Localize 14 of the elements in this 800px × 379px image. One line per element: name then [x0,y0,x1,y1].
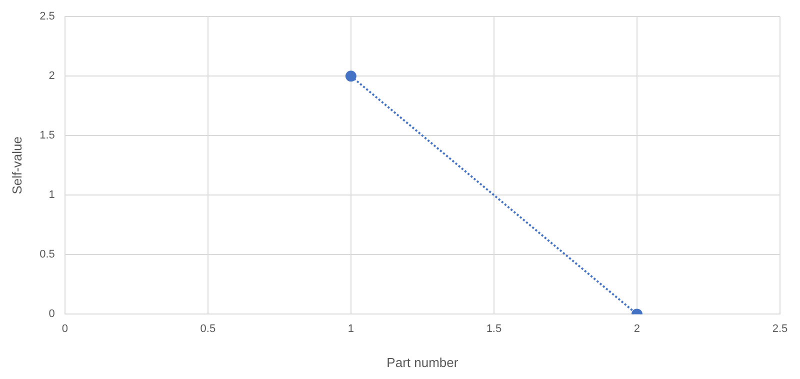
x-tick-label: 0.5 [200,322,216,335]
y-tick-label: 2.5 [40,10,55,23]
y-tick-label: 0.5 [40,248,55,261]
x-tick-label: 0 [62,322,68,335]
x-tick-label: 1.5 [486,322,502,335]
y-tick-label: 0 [48,308,55,320]
y-tick-label: 2 [48,70,55,82]
x-tick-label: 1 [348,322,354,335]
x-tick-label: 2.5 [772,322,788,335]
y-axis-title: Self-value [9,136,24,194]
y-tick-label: 1 [48,189,55,202]
x-tick-label: 2 [634,322,640,335]
y-tick-label: 1.5 [40,130,55,142]
x-axis-title: Part number [386,354,459,370]
